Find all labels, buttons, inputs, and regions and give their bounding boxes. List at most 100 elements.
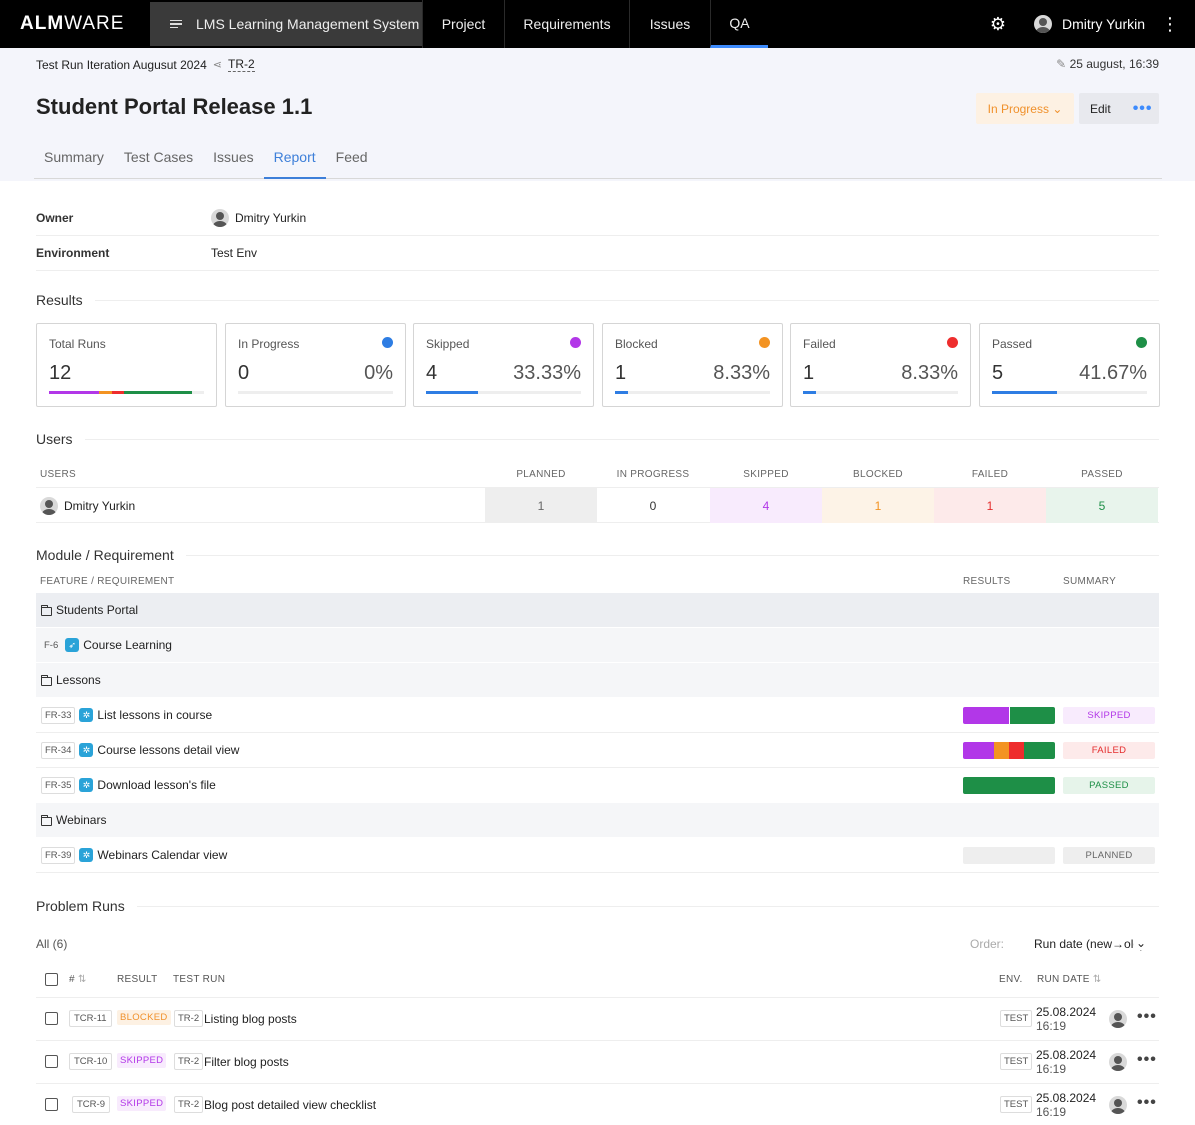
more-horizontal-icon[interactable]: ••• (1132, 99, 1153, 117)
results-bar (963, 741, 1055, 759)
tab-feed[interactable]: Feed (335, 149, 368, 165)
group-row[interactable]: Students Portal (36, 593, 1159, 628)
owner-row: Owner Dmitry Yurkin (36, 201, 1159, 236)
test-run-key[interactable]: TR-2 (174, 1053, 204, 1070)
result-card[interactable]: Total Runs 12 (36, 323, 217, 407)
requirement-name[interactable]: List lessons in course (97, 708, 213, 722)
problem-run-row[interactable]: TCR-10 SKIPPED TR-2 Filter blog posts TEST 25… (36, 1040, 1159, 1083)
test-run-key[interactable]: TR-2 (174, 1096, 204, 1113)
user-avatar[interactable] (1034, 15, 1053, 33)
requirement-key: FR-34 (41, 741, 76, 759)
owner-value[interactable]: Dmitry Yurkin (235, 211, 307, 225)
result-card[interactable]: In Progress 0 0% (225, 323, 406, 407)
order-dropdown[interactable]: Run date (new→old) (1034, 937, 1146, 951)
group-row[interactable]: Lessons (36, 663, 1159, 698)
result-card[interactable]: Failed 1 8.33% (790, 323, 971, 407)
col-result: RESULT (117, 974, 158, 985)
more-horizontal-icon[interactable]: ••• (1137, 1008, 1157, 1025)
tab-issues[interactable]: Issues (213, 149, 254, 165)
col-number[interactable]: # ⇅ (69, 974, 87, 985)
project-switcher[interactable]: LMS Learning Management System (150, 2, 422, 46)
gear-icon: ✲ (79, 848, 94, 862)
edited-info: ✎ 25 august, 16:39 (1056, 57, 1159, 71)
row-checkbox[interactable] (45, 1055, 58, 1068)
more-horizontal-icon[interactable]: ••• (1137, 1094, 1157, 1111)
status-dot-icon (382, 337, 393, 348)
test-run-key[interactable]: TR-2 (174, 1010, 204, 1027)
tab-summary[interactable]: Summary (44, 149, 104, 165)
tabs: Summary Test Cases Issues Report Feed (34, 140, 1162, 179)
group-name: Lessons (56, 673, 101, 687)
user-name[interactable]: Dmitry Yurkin (1062, 16, 1145, 32)
card-percent: 41.67% (1079, 362, 1147, 384)
edit-button[interactable]: Edit ••• (1079, 93, 1159, 124)
users-col-failed: FAILED (971, 469, 1009, 480)
users-heading: Users (36, 431, 1159, 447)
problem-run-row[interactable]: TCR-11 BLOCKED TR-2 Listing blog posts TEST 2… (36, 997, 1159, 1040)
sort-icon[interactable]: ⇅ (77, 974, 87, 985)
nav-requirements[interactable]: Requirements (504, 0, 629, 48)
bar-segment-passed (1024, 741, 1055, 759)
run-key[interactable]: TCR-11 (69, 1010, 112, 1027)
requirement-name[interactable]: Download lesson's file (97, 778, 216, 792)
user-name[interactable]: Dmitry Yurkin (64, 499, 136, 513)
feature-name[interactable]: Course Learning (83, 638, 172, 652)
breadcrumb-title[interactable]: Test Run Iteration Augusut 2024 (36, 57, 207, 72)
folder-icon (41, 814, 52, 826)
env-badge: TEST (1000, 1053, 1033, 1070)
share-icon: ⋖ (212, 59, 223, 71)
requirement-row[interactable]: FR-39 ✲ Webinars Calendar view PLANNED (36, 838, 1159, 873)
feature-row[interactable]: F-6 ➶ Course Learning (36, 628, 1159, 663)
pencil-icon: ✎ (1056, 57, 1067, 71)
group-row[interactable]: Webinars (36, 803, 1159, 838)
rocket-icon: ➶ (65, 638, 80, 652)
owner-avatar (211, 209, 229, 227)
test-run-name[interactable]: Listing blog posts (204, 1012, 297, 1026)
page-title: Student Portal Release 1.1 (36, 94, 313, 119)
col-run-date[interactable]: RUN DATE ⇅ (1037, 974, 1102, 985)
filter-all[interactable]: All (6) (36, 937, 68, 951)
tab-report[interactable]: Report (263, 140, 326, 179)
row-checkbox[interactable] (45, 1098, 58, 1111)
logo[interactable]: ALMWARE (20, 13, 125, 34)
test-run-name[interactable]: Blog post detailed view checklist (204, 1098, 377, 1112)
requirement-row[interactable]: FR-34 ✲ Course lessons detail view FAILE… (36, 733, 1159, 768)
problem-runs-heading: Problem Runs (36, 898, 1159, 914)
requirement-name[interactable]: Webinars Calendar view (97, 848, 228, 862)
result-card[interactable]: Blocked 1 8.33% (602, 323, 783, 407)
nav-issues[interactable]: Issues (629, 0, 710, 48)
requirement-row[interactable]: FR-33 ✲ List lessons in course SKIPPED (36, 698, 1159, 733)
requirement-row[interactable]: FR-35 ✲ Download lesson's file PASSED (36, 768, 1159, 803)
card-progress-bar (992, 391, 1147, 394)
card-percent: 33.33% (513, 362, 581, 384)
card-label: In Progress (238, 337, 300, 351)
nav-project[interactable]: Project (422, 0, 504, 48)
bar-segment-failed (1009, 741, 1024, 759)
row-checkbox[interactable] (45, 1012, 58, 1025)
requirement-name[interactable]: Course lessons detail view (97, 743, 240, 757)
select-all-checkbox[interactable] (45, 973, 58, 986)
run-key[interactable]: TCR-10 (69, 1053, 113, 1070)
bar-segment-passed (1009, 706, 1055, 724)
breadcrumb-key[interactable]: TR-2 (228, 57, 255, 72)
more-vertical-icon[interactable]: ⋮ (1161, 14, 1179, 34)
gear-icon: ✲ (79, 778, 94, 792)
top-nav: ALMWARE LMS Learning Management System P… (0, 0, 1195, 48)
sort-icon[interactable]: ⇅ (1092, 974, 1102, 985)
chevron-down-icon[interactable]: ⌄ (1134, 936, 1147, 950)
status-dropdown[interactable]: In Progress ⌄ (976, 93, 1074, 124)
blocked-count: 1 (822, 488, 934, 523)
nav-qa[interactable]: QA (710, 0, 768, 48)
skipped-count: 4 (710, 488, 822, 523)
test-run-name[interactable]: Filter blog posts (204, 1055, 289, 1069)
result-card[interactable]: Passed 5 41.67% (979, 323, 1160, 407)
settings-gear-icon[interactable]: ⚙ (989, 13, 1007, 34)
problem-run-row[interactable]: TCR-9 SKIPPED TR-2 Blog post detailed view … (36, 1083, 1159, 1125)
more-horizontal-icon[interactable]: ••• (1137, 1051, 1157, 1068)
result-card[interactable]: Skipped 4 33.33% (413, 323, 594, 407)
result-badge: BLOCKED (117, 1010, 171, 1025)
bar-segment-skipped (963, 706, 1009, 724)
run-key[interactable]: TCR-9 (72, 1096, 110, 1113)
card-label: Passed (992, 337, 1033, 351)
tab-test-cases[interactable]: Test Cases (123, 149, 194, 165)
